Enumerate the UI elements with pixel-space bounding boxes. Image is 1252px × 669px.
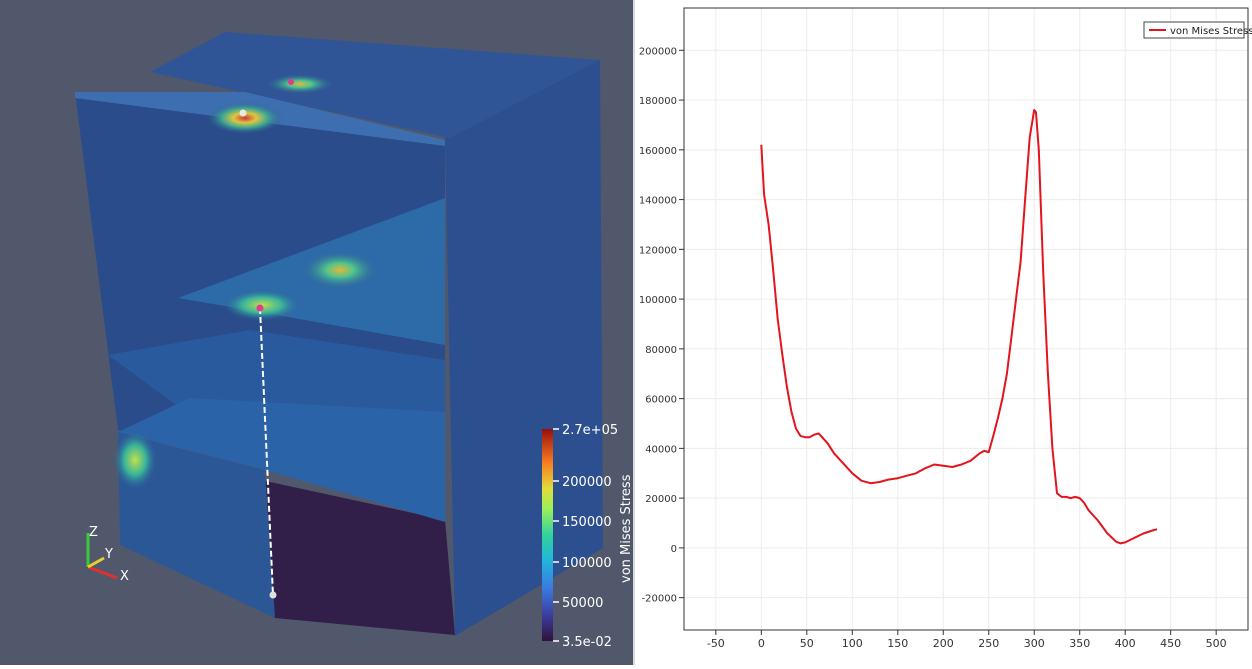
- axis-y-label: Y: [104, 547, 113, 562]
- x-tick-label: 200: [933, 637, 954, 650]
- x-tick-label: 500: [1206, 637, 1227, 650]
- y-tick-label: 180000: [639, 96, 677, 107]
- x-tick-label: 350: [1069, 637, 1090, 650]
- compartment-lower: [118, 432, 275, 618]
- box-back-wall: [150, 32, 600, 138]
- y-tick-label: 120000: [639, 245, 677, 256]
- x-tick-label: 450: [1160, 637, 1181, 650]
- chart-legend: von Mises Stress: [1143, 21, 1252, 39]
- y-tick-label: 160000: [639, 146, 677, 157]
- hotspot-upper-rim: [207, 102, 283, 134]
- axes-triad: Z Y X: [86, 525, 129, 584]
- hotspot-top: [266, 74, 334, 94]
- y-tick-label: 40000: [645, 444, 677, 455]
- x-tick-label: 0: [758, 637, 765, 650]
- plot-area-frame: [683, 7, 1249, 631]
- colorbar-min-label: 3.5e-02: [562, 635, 612, 650]
- x-tick-label: 300: [1024, 637, 1045, 650]
- box-right-wall: [445, 60, 603, 636]
- axis-z-label: Z: [89, 525, 98, 540]
- x-tick-label: 250: [978, 637, 999, 650]
- hotspot-mid: [222, 289, 302, 321]
- probe-marker-top2: [288, 79, 294, 85]
- colorbar-title: von Mises Stress: [619, 474, 633, 583]
- line-chart-view[interactable]: -50 0 50 100 150 200 250 300 350 400 450 500 200000…: [635, 0, 1252, 665]
- x-tick-label: -50: [707, 637, 725, 650]
- x-tick-label: 100: [842, 637, 863, 650]
- probe-marker-top: [239, 109, 247, 117]
- y-tick-label: 140000: [639, 196, 677, 207]
- x-tick-label: 150: [887, 637, 908, 650]
- y-tick-label: 100000: [639, 295, 677, 306]
- legend-box: [1143, 21, 1245, 39]
- x-tick-label: 50: [800, 637, 814, 650]
- colorbar: 2.7e+05 200000 150000 100000 50000 3.5e-…: [542, 423, 633, 650]
- view-divider[interactable]: [633, 0, 635, 665]
- x-tick-label: 400: [1115, 637, 1136, 650]
- line-chart: -50 0 50 100 150 200 250 300 350 400 450 500 200000…: [639, 7, 1252, 650]
- colorbar-tick-label: 150000: [562, 515, 612, 530]
- y-tick-label: 80000: [645, 345, 677, 356]
- render-view-3d[interactable]: Z Y X 2.7e+05 200000 150000 100000 50000…: [0, 0, 633, 665]
- probe-point-end[interactable]: [269, 591, 277, 599]
- probe-line: [259, 307, 274, 596]
- colorbar-tick-label: 100000: [562, 556, 612, 571]
- hotspot-shelf: [300, 250, 380, 290]
- axis-x-label: X: [120, 569, 129, 584]
- probe-point-start[interactable]: [256, 304, 264, 312]
- hotspot-left: [113, 430, 157, 490]
- colorbar-tick-label: 50000: [562, 596, 603, 611]
- render-canvas[interactable]: Z Y X 2.7e+05 200000 150000 100000 50000…: [0, 0, 633, 665]
- shelf-lower: [118, 398, 445, 522]
- y-tick-label: 20000: [645, 494, 677, 505]
- series-line-von-mises-stress: [760, 109, 1158, 545]
- colorbar-max-label: 2.7e+05: [562, 423, 618, 438]
- y-tick-label: 0: [671, 544, 677, 555]
- y-tick-label: 60000: [645, 395, 677, 406]
- colorbar-tick-label: 200000: [562, 475, 612, 490]
- y-tick-label: -20000: [642, 594, 677, 605]
- legend-label: von Mises Stress: [1170, 26, 1252, 37]
- y-tick-label: 200000: [639, 46, 677, 57]
- colorbar-gradient: [542, 429, 553, 641]
